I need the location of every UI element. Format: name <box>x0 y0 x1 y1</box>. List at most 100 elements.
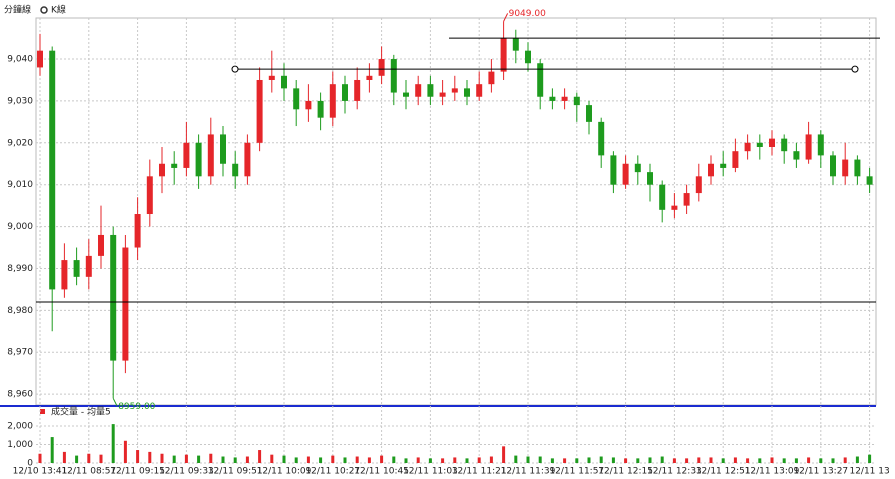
volume-bar <box>672 458 676 463</box>
volume-bar <box>685 458 689 463</box>
x-tick-label: 12/11 13:09 <box>745 467 800 477</box>
volume-bar <box>819 458 823 463</box>
volume-bar <box>538 456 542 463</box>
candle-body <box>220 134 226 164</box>
volume-bar <box>563 458 567 463</box>
volume-bar <box>746 458 750 463</box>
candle-body <box>854 159 861 177</box>
candle-body <box>793 151 800 160</box>
y-tick-label: 9,030 <box>7 96 33 106</box>
candle-body <box>622 163 629 185</box>
volume-bar <box>111 424 115 463</box>
volume-bar <box>343 457 347 463</box>
x-tick-label: 12/11 09:15 <box>110 467 165 477</box>
y-tick-label: 8,960 <box>7 390 33 400</box>
volume-bar <box>709 457 713 463</box>
x-tick-label: 12/11 10:09 <box>257 467 312 477</box>
candle-body <box>830 155 836 177</box>
y-tick-label: 9,000 <box>7 222 33 232</box>
volume-bar <box>807 457 811 463</box>
y-tick-label: 9,010 <box>7 180 33 190</box>
x-tick-label: 12/11 12:15 <box>598 467 653 477</box>
volume-bar <box>758 458 762 463</box>
volume-bar <box>416 457 420 463</box>
y-tick-label: 8,980 <box>7 306 33 316</box>
candle-body <box>451 88 458 93</box>
volume-bar <box>123 440 127 463</box>
volume-bar <box>355 456 359 463</box>
candle-body <box>525 50 531 64</box>
candle-body <box>500 38 507 72</box>
y-tick-label: 1,000 <box>7 440 33 450</box>
volume-bar <box>794 458 798 463</box>
volume-bar <box>441 458 445 463</box>
candle-body <box>769 138 775 147</box>
x-tick-label: 12/11 09:51 <box>208 467 263 477</box>
candle-body <box>805 134 812 160</box>
volume-bar <box>245 456 249 463</box>
candle-body <box>415 84 422 97</box>
candle-body <box>61 260 68 290</box>
volume-bar <box>868 454 872 463</box>
volume-bar <box>477 457 481 463</box>
candle-body <box>342 84 348 101</box>
volume-legend: 成交量 - 均量5 <box>51 406 111 418</box>
volume-bar <box>465 458 469 463</box>
x-tick-label: 12/11 12:51 <box>696 467 751 477</box>
candle-body <box>390 59 397 93</box>
candle-body <box>354 79 361 101</box>
candle-body <box>207 134 214 177</box>
candle-body <box>293 88 300 110</box>
candle-body <box>159 163 165 177</box>
volume-bar <box>404 458 408 463</box>
candle-body <box>866 176 873 185</box>
volume-bar <box>660 456 664 463</box>
volume-bar <box>160 453 164 463</box>
candle-body <box>683 193 690 206</box>
x-tick-label: 12/11 11:57 <box>549 467 604 477</box>
volume-bar <box>502 446 506 463</box>
volume-bar <box>599 456 603 463</box>
candle-body <box>85 255 92 277</box>
volume-bar <box>62 451 66 463</box>
x-tick-label: 12/11 10:27 <box>305 467 360 477</box>
volume-bar <box>282 455 286 463</box>
volume-bar <box>38 453 42 463</box>
volume-bar <box>428 458 432 463</box>
volume-bar <box>367 457 371 463</box>
candle-body <box>695 176 702 194</box>
candle-body <box>134 214 141 248</box>
annotation-leader <box>503 13 509 22</box>
volume-bar <box>831 458 835 463</box>
candle-body <box>317 100 324 118</box>
x-tick-label: 12/11 13 <box>849 467 889 477</box>
line-handle <box>231 65 239 73</box>
candle-body <box>195 142 202 177</box>
candle-body <box>171 163 178 168</box>
volume-bar <box>550 458 554 463</box>
settings-icon[interactable] <box>40 6 48 14</box>
candle-body <box>366 75 373 80</box>
annotation-leader <box>112 398 118 407</box>
candle-body <box>756 142 763 147</box>
chart-label[interactable]: K線 <box>51 4 66 16</box>
candle-body <box>732 151 739 168</box>
candle-body <box>146 176 153 215</box>
volume-bar <box>148 451 152 463</box>
candle-body <box>537 63 544 97</box>
volume-bar <box>294 457 298 463</box>
y-tick-label: 2,000 <box>7 421 33 431</box>
volume-bar <box>184 454 188 463</box>
candle-body <box>256 79 263 143</box>
candle-body <box>110 234 117 361</box>
volume-bar <box>855 456 859 463</box>
annotation: 9049.00 <box>509 9 546 19</box>
volume-bar <box>99 454 103 463</box>
volume-bar <box>136 450 140 463</box>
period-label[interactable]: 分鐘線 <box>4 4 31 16</box>
candle-body <box>586 105 592 122</box>
candle-body <box>232 163 239 177</box>
volume-bar <box>697 457 701 463</box>
candle-body <box>329 84 336 118</box>
candle-body <box>720 163 727 168</box>
